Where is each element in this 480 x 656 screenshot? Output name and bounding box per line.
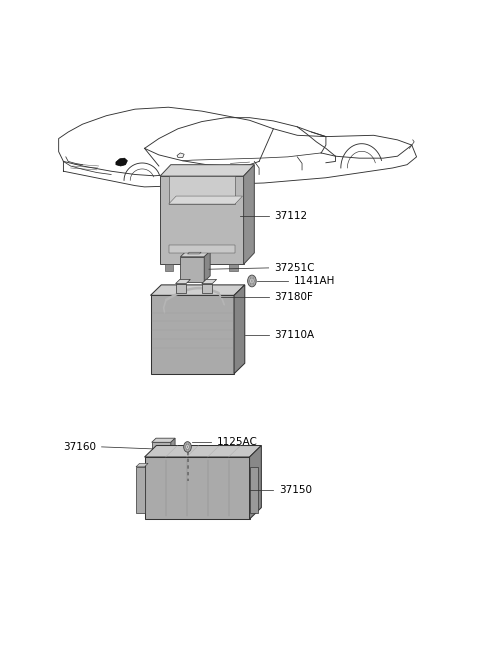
Polygon shape [152, 438, 175, 442]
Polygon shape [144, 445, 261, 457]
Polygon shape [152, 442, 171, 462]
Polygon shape [202, 283, 212, 293]
Text: 1141AH: 1141AH [293, 276, 335, 286]
Polygon shape [202, 279, 216, 283]
Circle shape [250, 278, 254, 284]
Text: 37150: 37150 [279, 485, 312, 495]
Polygon shape [160, 176, 243, 264]
Circle shape [186, 444, 190, 449]
Polygon shape [171, 438, 175, 462]
Circle shape [184, 441, 192, 452]
Polygon shape [188, 252, 201, 254]
Polygon shape [168, 245, 235, 253]
Polygon shape [243, 165, 254, 264]
Text: 37180F: 37180F [275, 292, 313, 302]
Polygon shape [136, 463, 148, 467]
Polygon shape [204, 251, 210, 281]
Polygon shape [116, 158, 127, 166]
Polygon shape [160, 165, 254, 176]
Polygon shape [165, 264, 173, 271]
Polygon shape [168, 176, 235, 204]
Polygon shape [234, 285, 245, 374]
Polygon shape [144, 457, 250, 519]
Text: 37112: 37112 [275, 211, 308, 220]
Polygon shape [229, 264, 238, 271]
Text: 37160: 37160 [63, 442, 96, 452]
Text: 1125AC: 1125AC [217, 437, 258, 447]
Polygon shape [176, 283, 186, 293]
Polygon shape [176, 279, 191, 283]
Polygon shape [168, 196, 242, 204]
Polygon shape [177, 153, 184, 157]
Polygon shape [180, 256, 204, 281]
Text: 37251C: 37251C [275, 263, 315, 273]
Text: 37110A: 37110A [275, 329, 314, 340]
Polygon shape [151, 295, 234, 374]
Polygon shape [250, 467, 258, 512]
Polygon shape [250, 445, 261, 519]
Circle shape [248, 275, 256, 287]
Polygon shape [136, 467, 144, 512]
Polygon shape [151, 285, 245, 295]
Polygon shape [180, 251, 210, 256]
